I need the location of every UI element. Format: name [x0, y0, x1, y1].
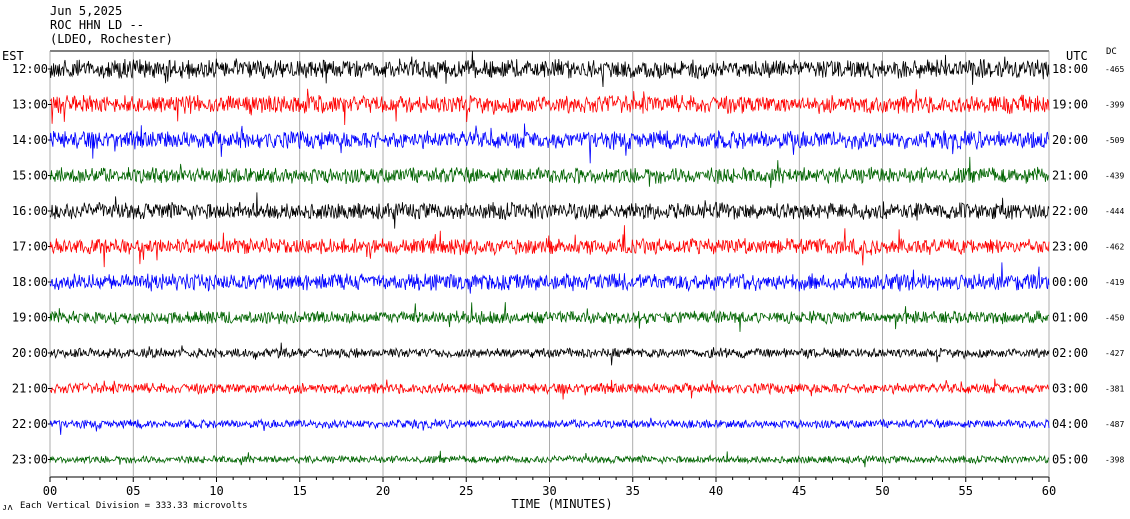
dc-offset-label: -399 — [1105, 101, 1124, 110]
trace-1400 — [49, 123, 1050, 164]
dc-offset-label: -465 — [1105, 65, 1124, 74]
utc-hour-label: 05:00 — [1052, 453, 1088, 467]
utc-hour-label: 22:00 — [1052, 204, 1088, 218]
dc-offset-label: -381 — [1105, 385, 1124, 394]
dc-offset-label: -419 — [1105, 278, 1124, 287]
x-tick-label: 40 — [709, 484, 723, 498]
est-hour-label: 16:00 — [12, 204, 48, 218]
corner-mark: ᴊʌ — [2, 503, 13, 513]
dc-offset-label: -462 — [1105, 243, 1124, 252]
utc-zone-label: UTC — [1066, 49, 1088, 63]
est-hour-label: 17:00 — [12, 240, 48, 254]
x-tick-label: 10 — [209, 484, 223, 498]
trace-2100 — [49, 378, 1050, 400]
trace-1200 — [49, 50, 1050, 88]
x-tick-label: 60 — [1042, 484, 1056, 498]
utc-hour-label: 19:00 — [1052, 98, 1088, 112]
x-tick-label: 45 — [792, 484, 806, 498]
est-hour-label: 13:00 — [12, 98, 48, 112]
trace-2000 — [49, 342, 1050, 366]
dc-offset-label: -509 — [1105, 136, 1124, 145]
est-hour-label: 12:00 — [12, 62, 48, 76]
utc-hour-label: 00:00 — [1052, 275, 1088, 289]
trace-1300 — [49, 88, 1050, 126]
x-tick-label: 25 — [459, 484, 473, 498]
est-zone-label: EST — [2, 49, 24, 63]
est-hour-label: 18:00 — [12, 275, 48, 289]
dc-offset-label: -487 — [1105, 420, 1124, 429]
trace-1900 — [49, 302, 1050, 332]
x-axis-label: TIME (MINUTES) — [511, 497, 612, 511]
est-hour-label: 23:00 — [12, 453, 48, 467]
x-tick-label: 20 — [376, 484, 390, 498]
x-tick-label: 15 — [293, 484, 307, 498]
trace-1500 — [49, 156, 1050, 188]
trace-2200 — [49, 417, 1050, 435]
est-hour-label: 20:00 — [12, 346, 48, 360]
est-hour-label: 15:00 — [12, 169, 48, 183]
x-tick-label: 30 — [542, 484, 556, 498]
utc-hour-label: 03:00 — [1052, 382, 1088, 396]
est-hour-label: 19:00 — [12, 311, 48, 325]
utc-hour-label: 23:00 — [1052, 240, 1088, 254]
dc-offset-label: -450 — [1105, 314, 1124, 323]
network-label: (LDEO, Rochester) — [50, 32, 173, 46]
dc-offset-label: -398 — [1105, 456, 1124, 465]
utc-hour-label: 21:00 — [1052, 169, 1088, 183]
x-tick-label: 55 — [959, 484, 973, 498]
est-hour-label: 22:00 — [12, 417, 48, 431]
dc-offset-label: -439 — [1105, 172, 1124, 181]
date-label: Jun 5,2025 — [50, 4, 123, 18]
x-tick-label: 00 — [43, 484, 57, 498]
est-hour-label: 21:00 — [12, 382, 48, 396]
station-label: ROC HHN LD -- — [50, 18, 144, 32]
trace-1600 — [49, 192, 1050, 229]
utc-hour-label: 02:00 — [1052, 346, 1088, 360]
dc-header-label: DC — [1106, 47, 1117, 57]
utc-hour-label: 20:00 — [1052, 133, 1088, 147]
scale-note: Each Vertical Division = 333.33 microvol… — [20, 501, 248, 511]
dc-offset-label: -427 — [1105, 349, 1124, 358]
x-tick-label: 50 — [875, 484, 889, 498]
dc-offset-label: -444 — [1105, 207, 1124, 216]
est-hour-label: 14:00 — [12, 133, 48, 147]
x-tick-label: 35 — [626, 484, 640, 498]
trace-1800 — [49, 262, 1050, 294]
x-tick-label: 05 — [126, 484, 140, 498]
utc-hour-label: 04:00 — [1052, 417, 1088, 431]
trace-1700 — [49, 225, 1050, 268]
utc-hour-label: 01:00 — [1052, 311, 1088, 325]
trace-2300 — [49, 450, 1049, 468]
utc-hour-label: 18:00 — [1052, 62, 1088, 76]
